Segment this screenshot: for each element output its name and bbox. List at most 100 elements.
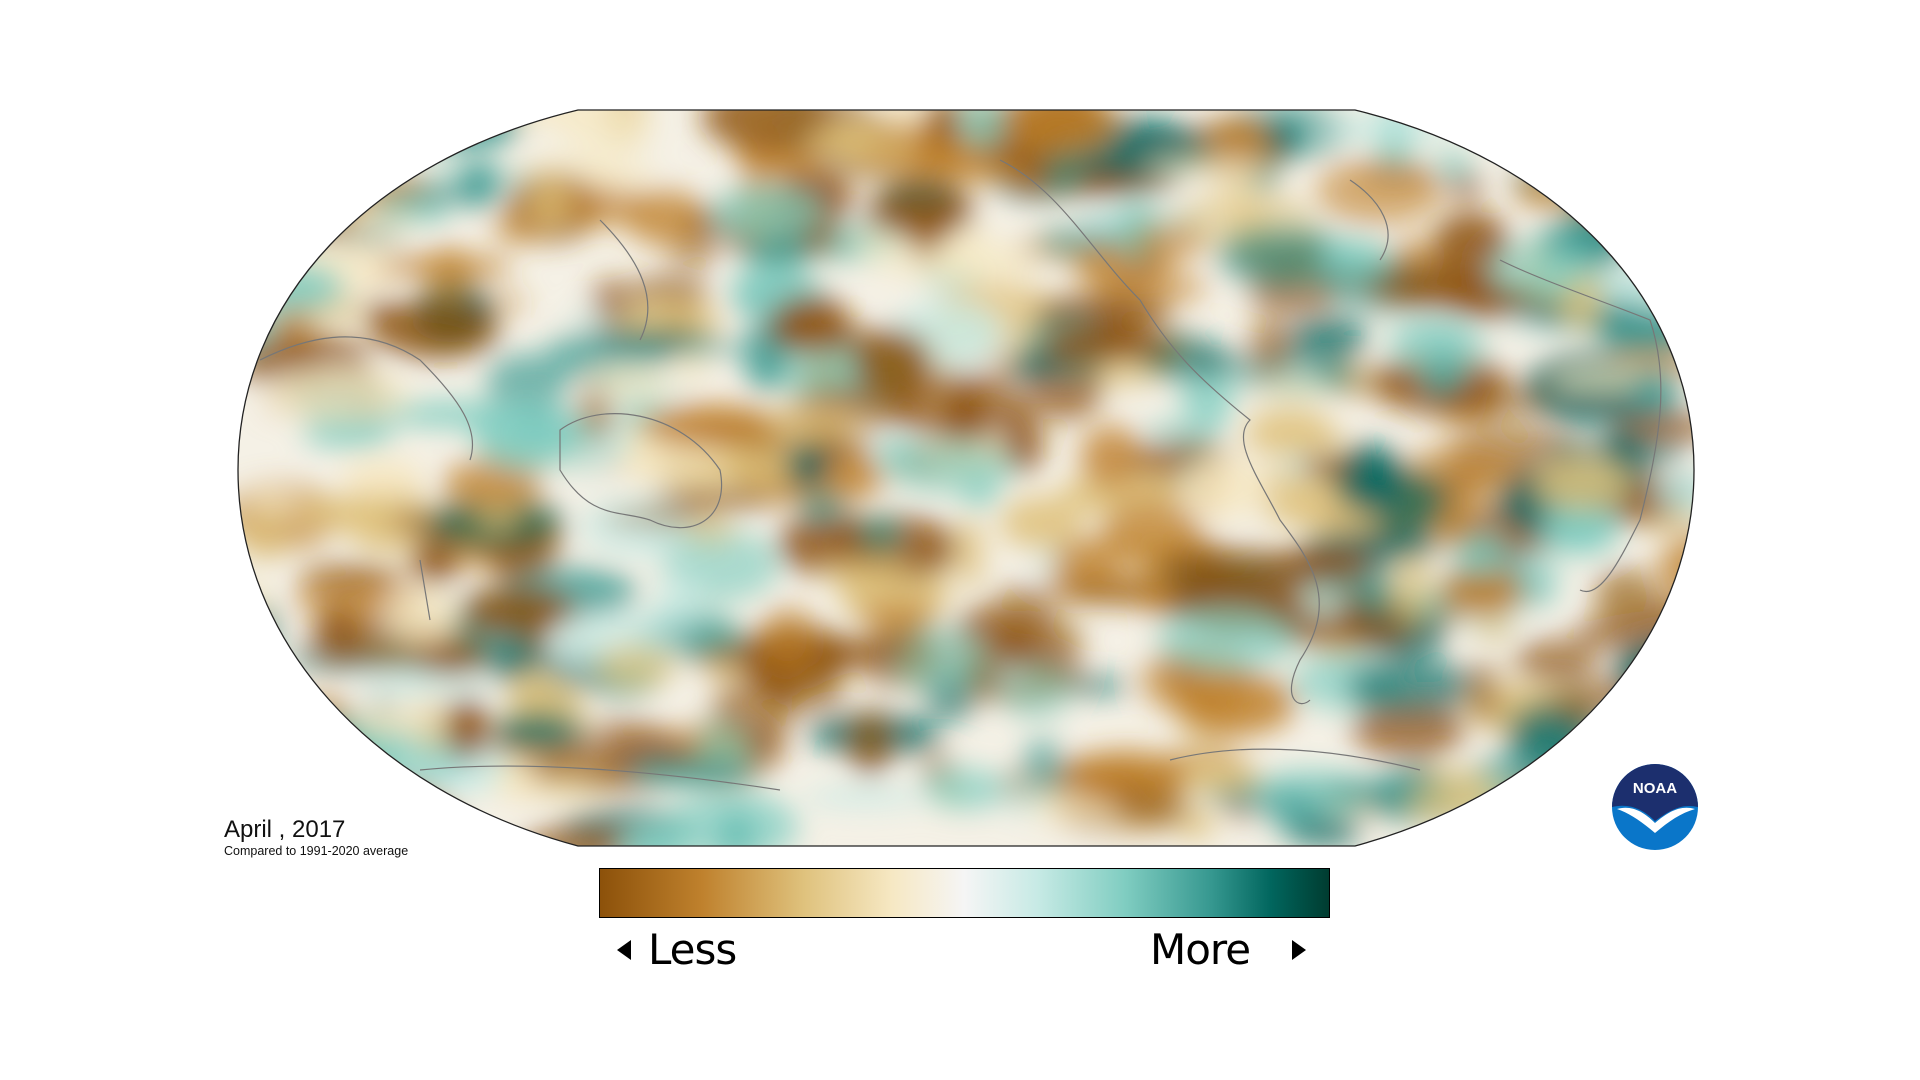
anomaly-patch <box>1299 585 1345 621</box>
anomaly-patch <box>1578 792 1614 842</box>
svg-text:NOAA: NOAA <box>1633 780 1677 797</box>
anomaly-patch <box>1088 573 1149 595</box>
anomaly-patch <box>252 164 288 212</box>
anomaly-patch <box>362 786 442 822</box>
anomaly-patch <box>329 296 361 325</box>
anomaly-patch <box>710 185 824 241</box>
anomaly-patch <box>298 564 400 590</box>
anomaly-patch <box>368 734 400 775</box>
coastline <box>999 159 1320 705</box>
anomaly-patch <box>1509 782 1543 818</box>
anomaly-patch <box>956 602 1059 644</box>
anomaly-patch <box>1457 531 1503 577</box>
anomaly-patch <box>1153 546 1291 583</box>
anomaly-patch <box>1003 110 1119 155</box>
anomaly-patch <box>269 367 407 421</box>
anomaly-patch <box>591 278 634 324</box>
anomaly-patch <box>238 712 319 734</box>
anomaly-patch <box>712 677 797 739</box>
anomaly-patch <box>1249 316 1293 378</box>
anomaly-patch <box>238 714 323 761</box>
anomaly-patch <box>858 513 901 554</box>
anomaly-patch <box>240 708 336 772</box>
anomaly-patch <box>1433 385 1554 417</box>
anomaly-patch <box>238 500 291 563</box>
anomaly-patch <box>255 153 335 219</box>
anomaly-patch <box>472 399 581 469</box>
anomaly-patch <box>458 586 576 635</box>
less-label: Less <box>648 925 737 974</box>
anomaly-patch <box>806 121 878 157</box>
anomaly-patch <box>488 294 528 311</box>
anomaly-patch <box>445 697 489 761</box>
anomaly-patch <box>1541 501 1619 555</box>
anomaly-patch <box>1109 786 1192 824</box>
anomaly-patch <box>816 557 912 582</box>
anomaly-patch <box>338 214 417 236</box>
coastline <box>1499 259 1662 593</box>
anomaly-patch <box>559 110 654 156</box>
anomaly-patch <box>1366 471 1450 533</box>
anomaly-patch <box>627 757 758 786</box>
anomaly-patch <box>1516 551 1560 608</box>
anomaly-patch <box>238 135 312 186</box>
map-title: April , 2017 <box>224 816 346 843</box>
anomaly-patch <box>1157 605 1297 671</box>
anomaly-patch <box>360 804 454 823</box>
anomaly-patch <box>411 696 449 756</box>
anomaly-patch <box>590 328 711 349</box>
anomaly-patch <box>376 255 514 279</box>
anomaly-patch <box>1322 112 1457 144</box>
anomaly-patch <box>1141 155 1274 175</box>
anomaly-patch <box>304 187 373 216</box>
anomaly-patch <box>273 168 321 210</box>
anomaly-patch <box>1515 805 1587 846</box>
anomaly-patch <box>1393 239 1436 270</box>
anomaly-patch <box>1608 414 1694 439</box>
coastline <box>259 336 474 621</box>
anomaly-patch <box>859 195 977 236</box>
anomaly-patch <box>442 459 543 510</box>
anomaly-patch <box>1139 561 1174 619</box>
anomaly-patch <box>655 569 702 631</box>
anomaly-patch <box>292 724 362 768</box>
anomaly-patch <box>1535 458 1631 511</box>
anomaly-patch <box>620 822 689 846</box>
anomaly-patch <box>238 117 299 185</box>
anomaly-patch <box>1519 771 1558 810</box>
anomaly-patch <box>924 768 1008 810</box>
anomaly-patch <box>511 673 559 711</box>
anomaly-patch <box>1474 615 1515 643</box>
anomaly-patch <box>345 797 460 846</box>
anomaly-patch <box>1653 475 1694 516</box>
anomaly-patch <box>802 787 928 808</box>
anomaly-patch <box>1313 635 1361 657</box>
anomaly-patch <box>1351 701 1466 759</box>
anomaly-patch <box>1260 548 1377 581</box>
anomaly-patch <box>1594 568 1658 625</box>
anomaly-patch <box>1246 403 1332 454</box>
anomaly-patch <box>370 300 500 360</box>
anomaly-patch <box>1448 174 1483 198</box>
anomaly-patch <box>1469 787 1596 838</box>
anomaly-patch <box>1438 815 1493 846</box>
anomaly-patch <box>701 110 835 152</box>
anomaly-patch <box>238 263 345 312</box>
anomaly-patch <box>1215 224 1351 287</box>
left-arrow-icon <box>617 940 631 960</box>
anomaly-patch <box>667 243 719 266</box>
anomaly-patch <box>588 365 673 400</box>
anomaly-patch <box>1610 676 1694 700</box>
anomaly-patch <box>843 439 877 459</box>
anomaly-patch <box>1134 220 1205 263</box>
anomaly-patch <box>925 110 966 146</box>
anomaly-patch <box>1561 153 1663 211</box>
anomaly-patch <box>1388 316 1487 375</box>
right-arrow-icon <box>1292 940 1306 960</box>
anomaly-patch <box>1468 659 1502 724</box>
anomaly-patch <box>386 587 462 648</box>
anomaly-patch <box>1001 778 1046 818</box>
anomaly-patch <box>758 605 817 674</box>
anomaly-patch <box>355 672 495 698</box>
